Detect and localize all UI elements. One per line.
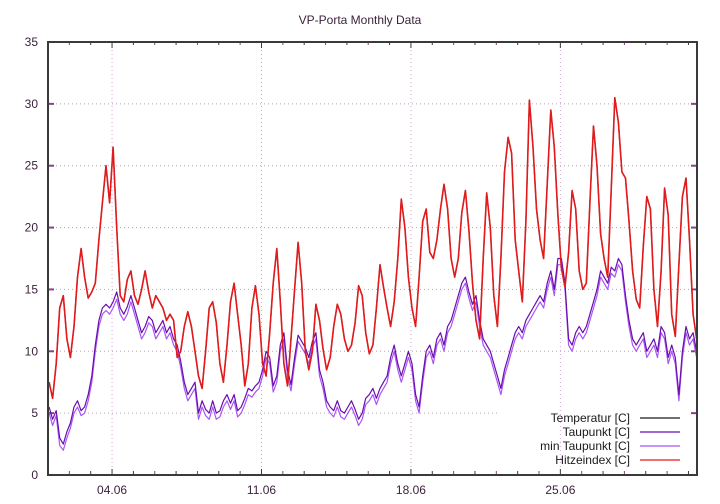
- series-line-taupunkt-c: [48, 257, 698, 445]
- y-tick-label: 20: [25, 221, 39, 235]
- y-tick-label: 25: [25, 159, 39, 173]
- y-tick-label: 30: [25, 97, 39, 111]
- plot-frame: [47, 41, 698, 476]
- legend-label: min Taupunkt [C]: [540, 439, 630, 453]
- x-tick-label: 25.06: [545, 483, 575, 497]
- y-tick-label: 15: [25, 282, 39, 296]
- y-tick-label: 0: [31, 468, 38, 482]
- y-tick-label: 5: [31, 406, 38, 420]
- legend-label: Taupunkt [C]: [563, 425, 630, 439]
- series-lines: [48, 96, 698, 451]
- x-tick-label: 18.06: [396, 483, 426, 497]
- legend-label: Hitzeindex [C]: [555, 453, 630, 467]
- legend: Temperatur [C]Taupunkt [C]min Taupunkt […: [540, 411, 680, 467]
- x-axis: 04.06 11.06 18.06 25.06: [68, 42, 689, 497]
- series-line-hitzeindex-c: [48, 96, 698, 400]
- x-tick-label: 04.06: [97, 483, 127, 497]
- y-axis: 0 5 10 15 20 25 30 35: [25, 35, 697, 482]
- legend-label: Temperatur [C]: [551, 411, 630, 425]
- chart-title: VP-Porta Monthly Data: [299, 13, 422, 27]
- series-line-min-taupunkt-c: [48, 264, 698, 451]
- y-tick-label: 35: [25, 35, 39, 49]
- x-tick-label: 11.06: [247, 483, 276, 497]
- y-tick-label: 10: [25, 344, 39, 358]
